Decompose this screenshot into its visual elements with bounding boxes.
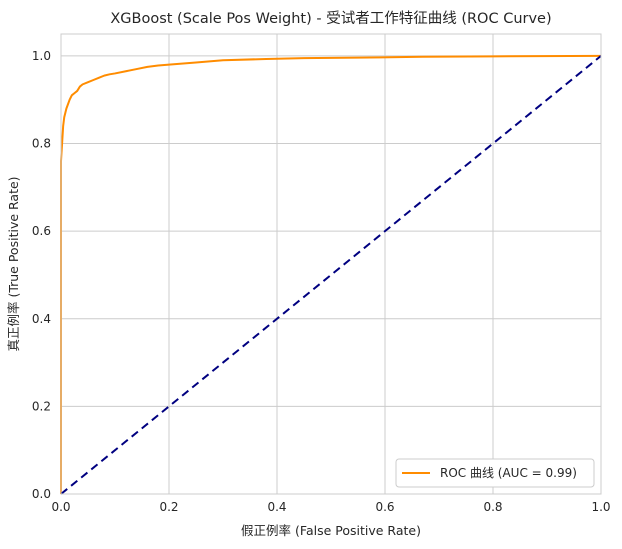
roc-curve-line [60, 54, 602, 494]
plot-frame [60, 33, 602, 495]
legend: ROC 曲线 (AUC = 0.99) [395, 458, 595, 488]
y-axis-label: 真正例率 (True Positive Rate) [6, 176, 21, 351]
y-tick-label: 0.8 [32, 137, 51, 151]
x-tick-label: 0.2 [159, 500, 178, 514]
y-tick-label: 0.4 [32, 312, 51, 326]
y-tick-label: 0.0 [32, 487, 51, 501]
x-axis-label: 假正例率 (False Positive Rate) [241, 523, 421, 538]
x-tick-label: 0.8 [483, 500, 502, 514]
x-tick-label: 1.0 [591, 500, 610, 514]
y-tick-label: 0.6 [32, 224, 51, 238]
x-tick-label: 0.4 [267, 500, 286, 514]
tick-labels: 0.0 0.2 0.4 0.6 0.8 1.0 0.0 0.2 0.4 0.6 0.8 1.0 [32, 49, 611, 514]
random-guess-line [60, 55, 602, 495]
legend-box [395, 458, 595, 488]
x-tick-label: 0.6 [375, 500, 394, 514]
y-tick-label: 0.2 [32, 399, 51, 413]
x-tick-label: 0.0 [51, 500, 70, 514]
chart-title: XGBoost (Scale Pos Weight) - 受试者工作特征曲线 (… [110, 10, 551, 27]
y-tick-label: 1.0 [32, 49, 51, 63]
grid-lines [60, 34, 602, 495]
legend-label-roc: ROC 曲线 (AUC = 0.99) [440, 466, 577, 480]
plot-area [61, 34, 601, 494]
series-layer [60, 54, 602, 495]
